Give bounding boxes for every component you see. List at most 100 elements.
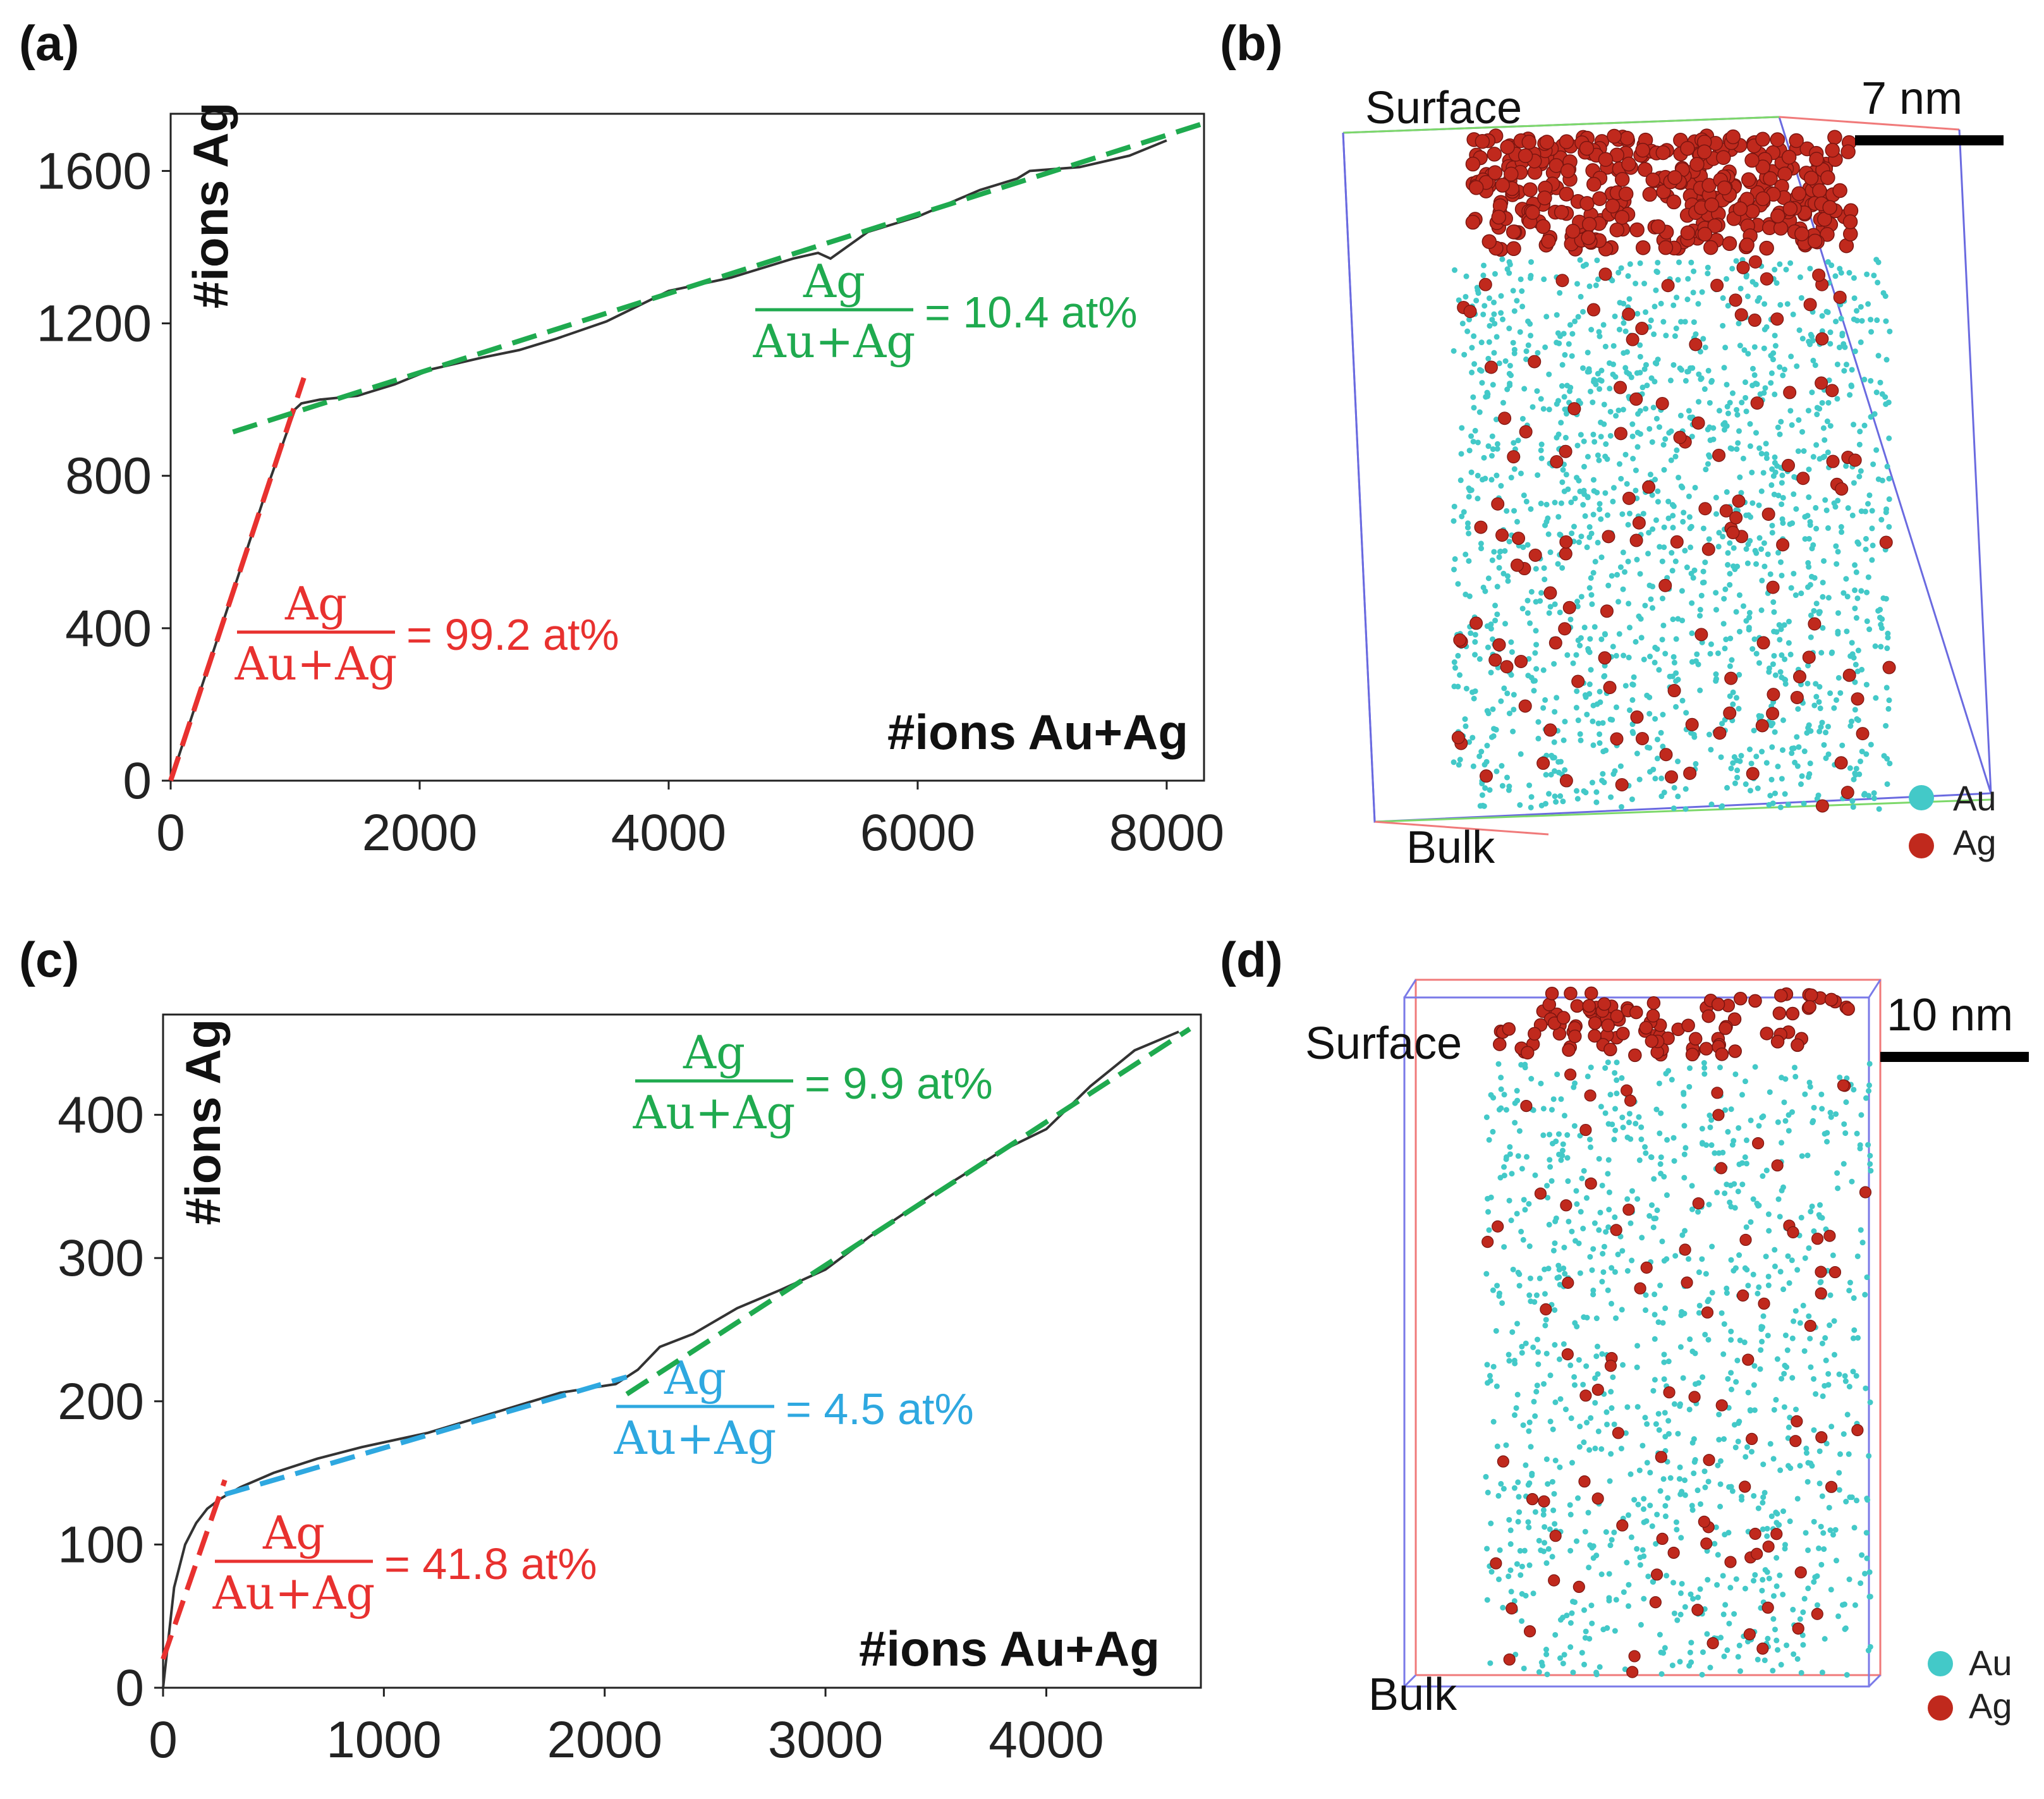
au-atom [1564,1132,1571,1138]
au-atom [1629,1257,1635,1264]
au-atom [1743,781,1749,788]
au-atom [1811,1427,1817,1433]
au-atom [1810,454,1816,460]
au-atom [1621,300,1627,307]
au-atom [1794,363,1800,369]
au-atom [1730,689,1736,695]
au-atom [1564,382,1571,389]
au-atom [1717,1458,1724,1464]
au-atom [1654,1207,1660,1214]
au-atom [1762,385,1768,391]
au-atom [1670,503,1677,509]
au-atom [1503,1156,1509,1162]
au-atom [1590,1246,1597,1252]
ag-atom [1667,684,1681,698]
au-atom [1794,1496,1801,1502]
au-atom [1729,390,1736,396]
au-atom [1562,434,1569,441]
au-atom [1843,1099,1849,1106]
ag-atom [1744,152,1760,168]
au-atom [1515,1479,1521,1485]
au-atom [1637,353,1643,360]
au-atom [1863,681,1870,688]
au-atom [1735,440,1741,446]
ag-atom [1848,453,1862,467]
au-atom [1652,644,1658,650]
ag-atom [1453,633,1467,647]
au-atom [1800,1609,1806,1616]
ag-atom [1834,756,1848,770]
au-atom [1479,380,1485,386]
au-atom [1880,595,1887,601]
au-atom [1852,679,1858,685]
au-atom [1792,759,1798,765]
au-atom [1678,1312,1684,1319]
au-atom [1689,434,1695,440]
au-atom [1785,1253,1791,1259]
au-atom [1695,1209,1701,1215]
au-atom [1598,1571,1605,1577]
au-atom [1552,1521,1558,1527]
au-atom [1506,259,1512,265]
au-atom [1827,1322,1833,1329]
ag-atom [1760,272,1773,286]
au-atom [1498,1086,1504,1092]
au-atom [1598,1446,1605,1452]
au-atom [1634,1364,1640,1370]
ag-atom [1809,152,1824,167]
au-atom [1598,636,1605,642]
au-atom [1736,671,1743,678]
au-atom [1463,551,1469,558]
au-atom [1661,1359,1667,1365]
au-atom [1811,1228,1817,1235]
au-atom [1717,1481,1724,1487]
au-atom [1710,425,1717,431]
au-atom [1466,317,1473,323]
au-atom [1747,421,1753,427]
au-atom [1701,1071,1708,1077]
ag-atom [1506,224,1521,240]
au-atom [1724,1647,1731,1654]
au-legend-icon [1909,785,1934,810]
au-atom [1699,1140,1705,1146]
au-atom [1734,412,1741,418]
au-atom [1610,498,1616,504]
au-atom [1588,575,1594,581]
au-atom [1758,546,1765,552]
ag-atom [1773,221,1789,236]
ag-atom [1744,204,1760,219]
au-atom [1737,474,1743,480]
au-atom [1507,381,1513,387]
au-atom [1595,539,1601,546]
au-atom [1825,399,1832,406]
au-atom [1603,747,1609,753]
au-atom [1484,1546,1490,1552]
au-atom [1770,1456,1777,1462]
ag-atom [1597,997,1611,1011]
ag-atom [1673,430,1687,444]
y-tick-label: 800 [65,448,152,505]
au-atom [1736,428,1742,434]
ag-legend-icon [1909,833,1934,858]
au-atom [1612,768,1618,774]
au-atom [1682,1492,1688,1498]
au-atom [1566,1218,1572,1224]
au-atom [1517,802,1523,808]
au-atom [1604,1625,1610,1631]
au-atom [1611,1529,1617,1535]
au-atom [1791,491,1797,497]
au-atom [1811,702,1818,709]
au-atom [1590,1291,1597,1298]
au-atom [1514,518,1520,525]
au-atom [1768,370,1775,376]
au-atom [1661,1351,1667,1358]
au-atom [1540,1507,1547,1513]
au-atom [1765,1635,1771,1642]
au-atom [1733,695,1739,701]
au-atom [1493,1383,1500,1389]
ag-atom [1820,227,1835,242]
au-atom [1756,1123,1762,1129]
au-atom [1664,1573,1670,1579]
au-atom [1665,1495,1671,1501]
ag-atom [1604,1360,1617,1372]
